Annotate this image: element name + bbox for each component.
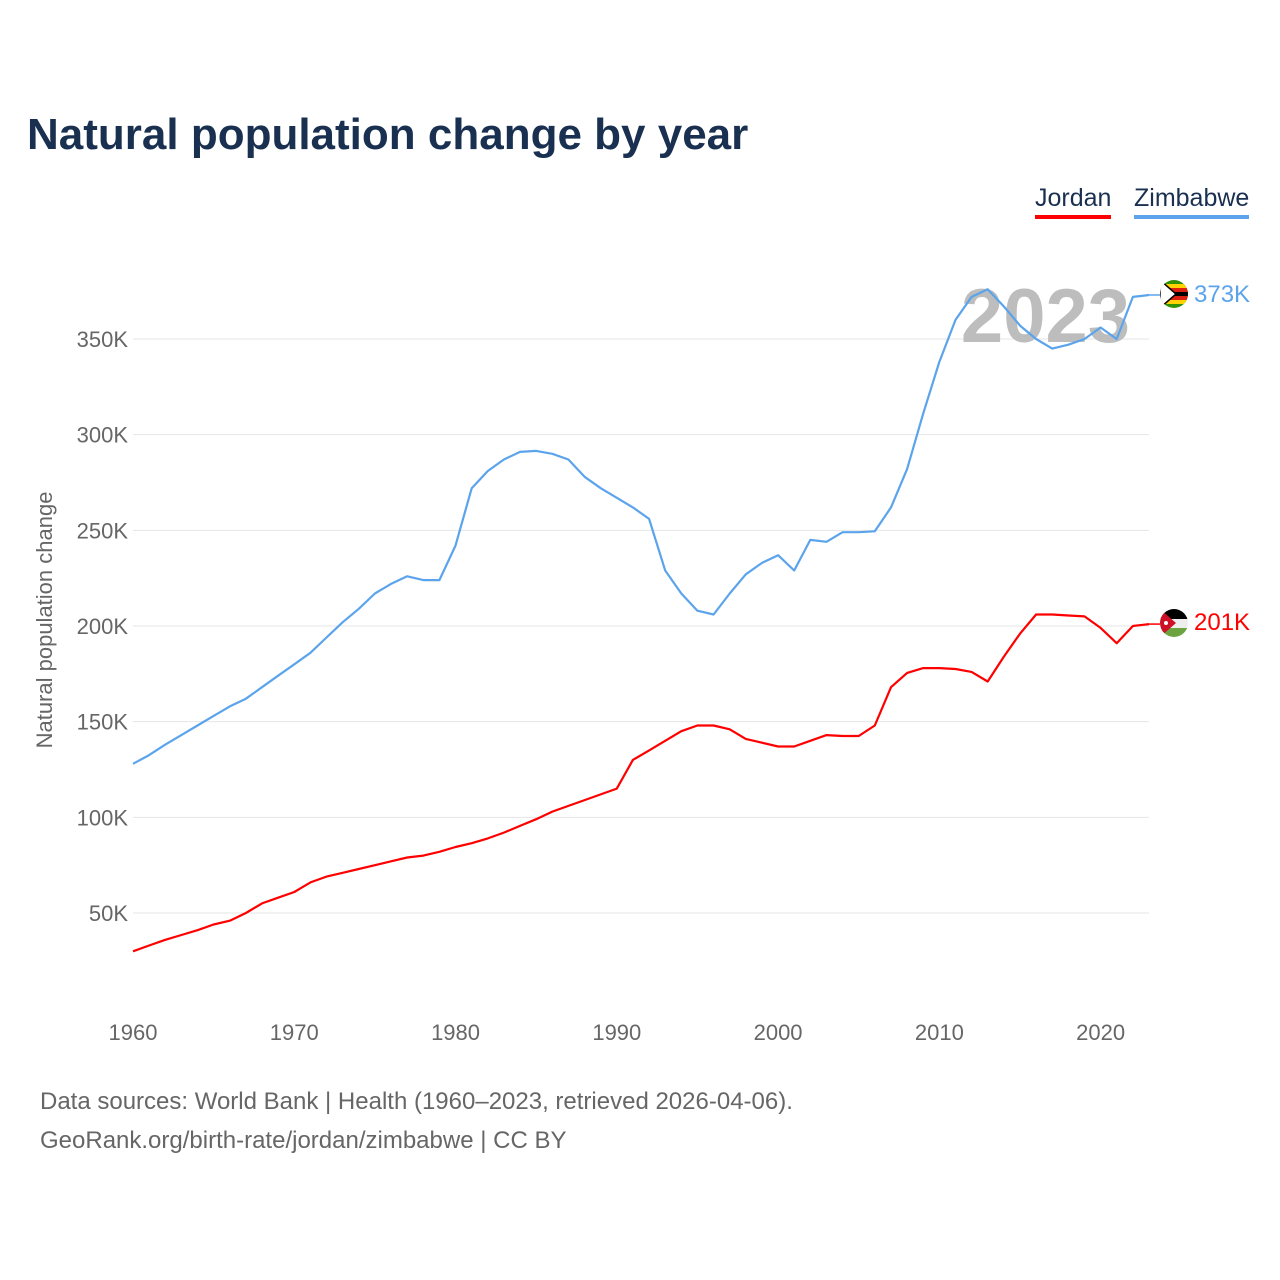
- x-tick-label: 1990: [592, 1020, 641, 1045]
- jordan-flag-icon: [1160, 609, 1188, 637]
- x-tick-label: 2010: [915, 1020, 964, 1045]
- year-watermark: 2023: [961, 274, 1130, 359]
- y-tick-label: 250K: [77, 518, 129, 543]
- y-tick-label: 150K: [77, 710, 129, 735]
- y-axis-label: Natural population change: [32, 492, 57, 749]
- legend-zimbabwe[interactable]: Zimbabwe: [1134, 184, 1250, 219]
- y-tick-label: 300K: [77, 423, 129, 448]
- series-line-zimbabwe[interactable]: [132, 288, 1150, 765]
- y-tick-label: 50K: [89, 901, 128, 926]
- y-tick-label: 100K: [77, 805, 129, 830]
- y-tick-label: 200K: [77, 614, 129, 639]
- footer-link[interactable]: GeoRank.org/birth-rate/jordan/zimbabwe |…: [40, 1127, 567, 1154]
- zimbabwe-flag-icon: [1160, 280, 1188, 308]
- x-tick-label: 2020: [1076, 1020, 1125, 1045]
- end-label-zimbabwe: 373K: [1194, 281, 1250, 308]
- end-label-jordan: 201K: [1194, 609, 1250, 636]
- legend-jordan[interactable]: Jordan: [1035, 184, 1112, 219]
- chart-title: Natural population change by year: [27, 110, 749, 159]
- x-tick-label: 1970: [270, 1020, 319, 1045]
- series-line-jordan[interactable]: [132, 613, 1150, 953]
- y-tick-label: 350K: [77, 327, 129, 352]
- x-tick-label: 2000: [754, 1020, 803, 1045]
- x-tick-label: 1980: [431, 1020, 480, 1045]
- x-tick-label: 1960: [109, 1020, 158, 1045]
- footer-sources: Data sources: World Bank | Health (1960–…: [40, 1088, 793, 1115]
